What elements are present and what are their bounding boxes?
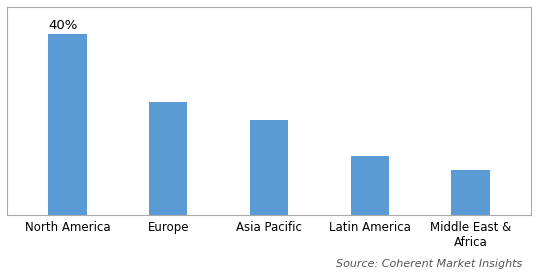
Bar [451,170,490,215]
Text: 40%: 40% [48,19,77,32]
Bar [250,120,288,215]
Bar [149,102,187,215]
Bar [48,34,87,215]
Bar [351,156,389,215]
Text: Source: Coherent Market Insights: Source: Coherent Market Insights [336,259,522,269]
